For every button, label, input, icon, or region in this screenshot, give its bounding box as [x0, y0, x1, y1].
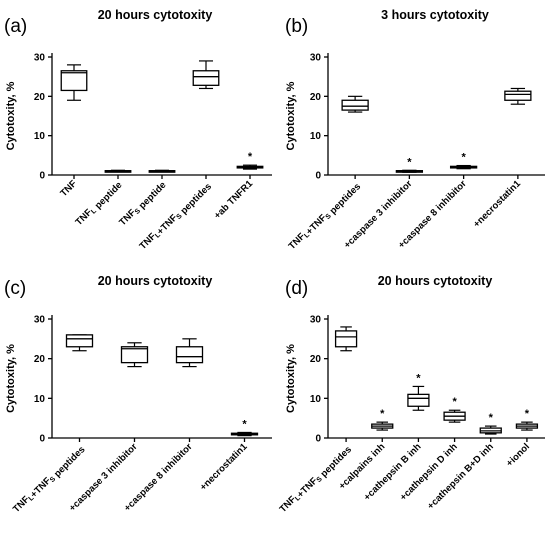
- box-plot: [504, 87, 532, 105]
- significance-star: *: [242, 418, 247, 430]
- y-axis-label: Cytotoxity, %: [5, 81, 17, 150]
- box-plot: [104, 169, 132, 173]
- significance-star: *: [380, 408, 385, 420]
- y-axis-label: Cytotoxity, %: [5, 344, 17, 413]
- box-plot: [192, 60, 220, 90]
- y-tick-label: 0: [39, 171, 45, 182]
- y-tick-label: 30: [310, 315, 322, 326]
- box-plot: *: [371, 408, 394, 431]
- y-tick-label: 20: [34, 92, 46, 103]
- box: [120, 346, 149, 364]
- box: [407, 393, 430, 407]
- y-tick-label: 20: [310, 92, 322, 103]
- y-tick-label: 20: [34, 354, 46, 365]
- y-tick-label: 20: [310, 354, 322, 365]
- box: [60, 70, 88, 92]
- box-plot: *: [230, 418, 259, 437]
- box: [341, 99, 369, 111]
- panel-d: (d) 20 hours cytotoxity Cytotoxity, % 0 10 20…: [278, 274, 545, 515]
- x-tick-label: +necrostatin1: [471, 178, 523, 230]
- significance-star: *: [248, 151, 253, 163]
- y-tick-label: 0: [315, 171, 321, 182]
- panel-label: (a): [4, 16, 27, 37]
- significance-star: *: [416, 372, 421, 384]
- x-tick-label: +ionol: [504, 441, 532, 469]
- box: [192, 70, 220, 86]
- panel-title: 20 hours cytotoxity: [98, 274, 213, 288]
- box: [334, 330, 358, 348]
- box-plot: [334, 326, 358, 352]
- panel-title: 20 hours cytotoxity: [98, 8, 213, 22]
- panel-title: 20 hours cytotoxity: [378, 274, 493, 288]
- panel-label: (d): [285, 278, 308, 299]
- box-plot: *: [236, 151, 264, 170]
- box-plot: [341, 95, 369, 113]
- x-tick-label: TNFL peptide: [74, 178, 125, 229]
- x-tick-label: TNFL+TNFS peptides: [137, 178, 213, 254]
- x-tick-label: +cathepsin B+D inh: [425, 441, 496, 512]
- significance-star: *: [461, 152, 466, 164]
- box: [504, 90, 532, 101]
- x-tick-label: +ab TNFR1: [212, 178, 256, 222]
- y-tick-label: 10: [310, 394, 322, 405]
- box-plot: [175, 338, 204, 368]
- box: [65, 334, 94, 348]
- box-plot: [120, 342, 149, 368]
- significance-star: *: [525, 408, 530, 420]
- panel-title: 3 hours cytotoxity: [381, 8, 489, 22]
- box-plot: *: [479, 412, 502, 435]
- y-tick-label: 0: [315, 434, 321, 445]
- significance-star: *: [489, 412, 494, 424]
- box-plot: *: [449, 152, 478, 170]
- y-tick-label: 10: [34, 394, 46, 405]
- panel-a: (a) 20 hours cytotoxity Cytotoxity, % 0 10 20…: [4, 8, 272, 254]
- y-tick-label: 0: [39, 434, 45, 445]
- y-axis-label: Cytotoxity, %: [285, 344, 297, 413]
- y-tick-label: 10: [310, 131, 322, 142]
- box-plot: *: [395, 156, 424, 173]
- significance-star: *: [452, 396, 457, 408]
- box-plot: *: [443, 396, 466, 423]
- box-plot: *: [407, 372, 430, 411]
- y-tick-label: 30: [34, 315, 46, 326]
- y-tick-label: 10: [34, 131, 46, 142]
- panel-c: (c) 20 hours cytotoxity Cytotoxity, % 0 10 20…: [4, 274, 272, 515]
- box-plot: *: [515, 408, 539, 431]
- box-plot: [60, 64, 88, 101]
- x-tick-label: TNFS peptide: [117, 178, 168, 229]
- box: [175, 346, 204, 364]
- y-axis-label: Cytotoxity, %: [285, 81, 297, 150]
- y-tick-label: 30: [34, 53, 46, 64]
- panel-b: (b) 3 hours cytotoxity Cytotoxity, % 0 10 20 3…: [285, 8, 545, 252]
- box-plot: [65, 334, 94, 352]
- x-tick-label: TNF: [58, 178, 79, 199]
- box-plot: [148, 169, 176, 173]
- y-tick-label: 30: [310, 53, 322, 64]
- x-tick-label: +necrostatin1: [198, 441, 250, 493]
- significance-star: *: [407, 156, 412, 168]
- panel-label: (b): [285, 16, 308, 37]
- panel-label: (c): [4, 278, 26, 299]
